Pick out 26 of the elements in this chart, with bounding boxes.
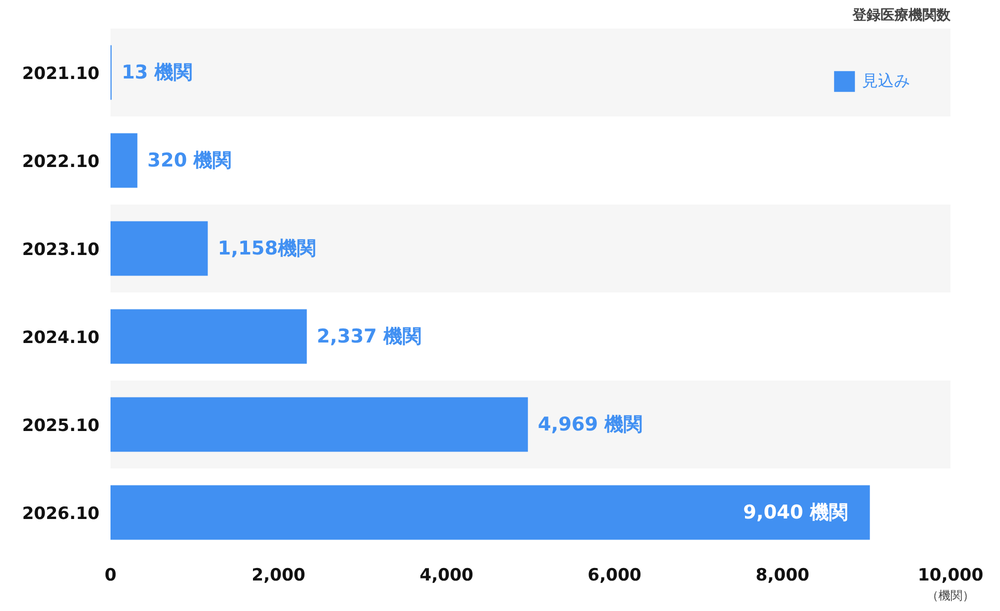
data-label: 320 機関 — [147, 150, 232, 172]
y-tick-label: 2022.10 — [22, 152, 100, 172]
y-tick-label: 2026.10 — [22, 504, 100, 524]
x-tick-label: 4,000 — [420, 566, 474, 586]
data-label: 4,969 機関 — [538, 414, 643, 436]
x-tick-label: 2,000 — [252, 566, 306, 586]
chart-title: 登録医療機関数 — [852, 6, 952, 24]
y-tick-label: 2023.10 — [22, 240, 100, 260]
bar — [110, 309, 307, 364]
x-tick-label: 10,000 — [918, 566, 984, 586]
x-tick-label: 0 — [104, 566, 117, 586]
data-label: 9,040 機関 — [743, 502, 848, 524]
y-tick-label: 2025.10 — [22, 416, 100, 436]
bar — [110, 397, 528, 452]
y-tick-label: 2021.10 — [22, 64, 100, 84]
x-tick-label: 8,000 — [756, 566, 810, 586]
x-axis-title: （機関） — [926, 588, 974, 602]
data-label: 1,158機関 — [218, 238, 316, 260]
x-tick-label: 6,000 — [588, 566, 642, 586]
bar — [110, 221, 208, 276]
bar — [110, 133, 138, 188]
data-label: 2,337 機関 — [316, 326, 422, 348]
y-tick-label: 2024.10 — [22, 328, 100, 348]
legend-label: 見込み — [862, 70, 910, 92]
data-label: 13 機関 — [122, 62, 193, 84]
bar — [110, 485, 870, 540]
